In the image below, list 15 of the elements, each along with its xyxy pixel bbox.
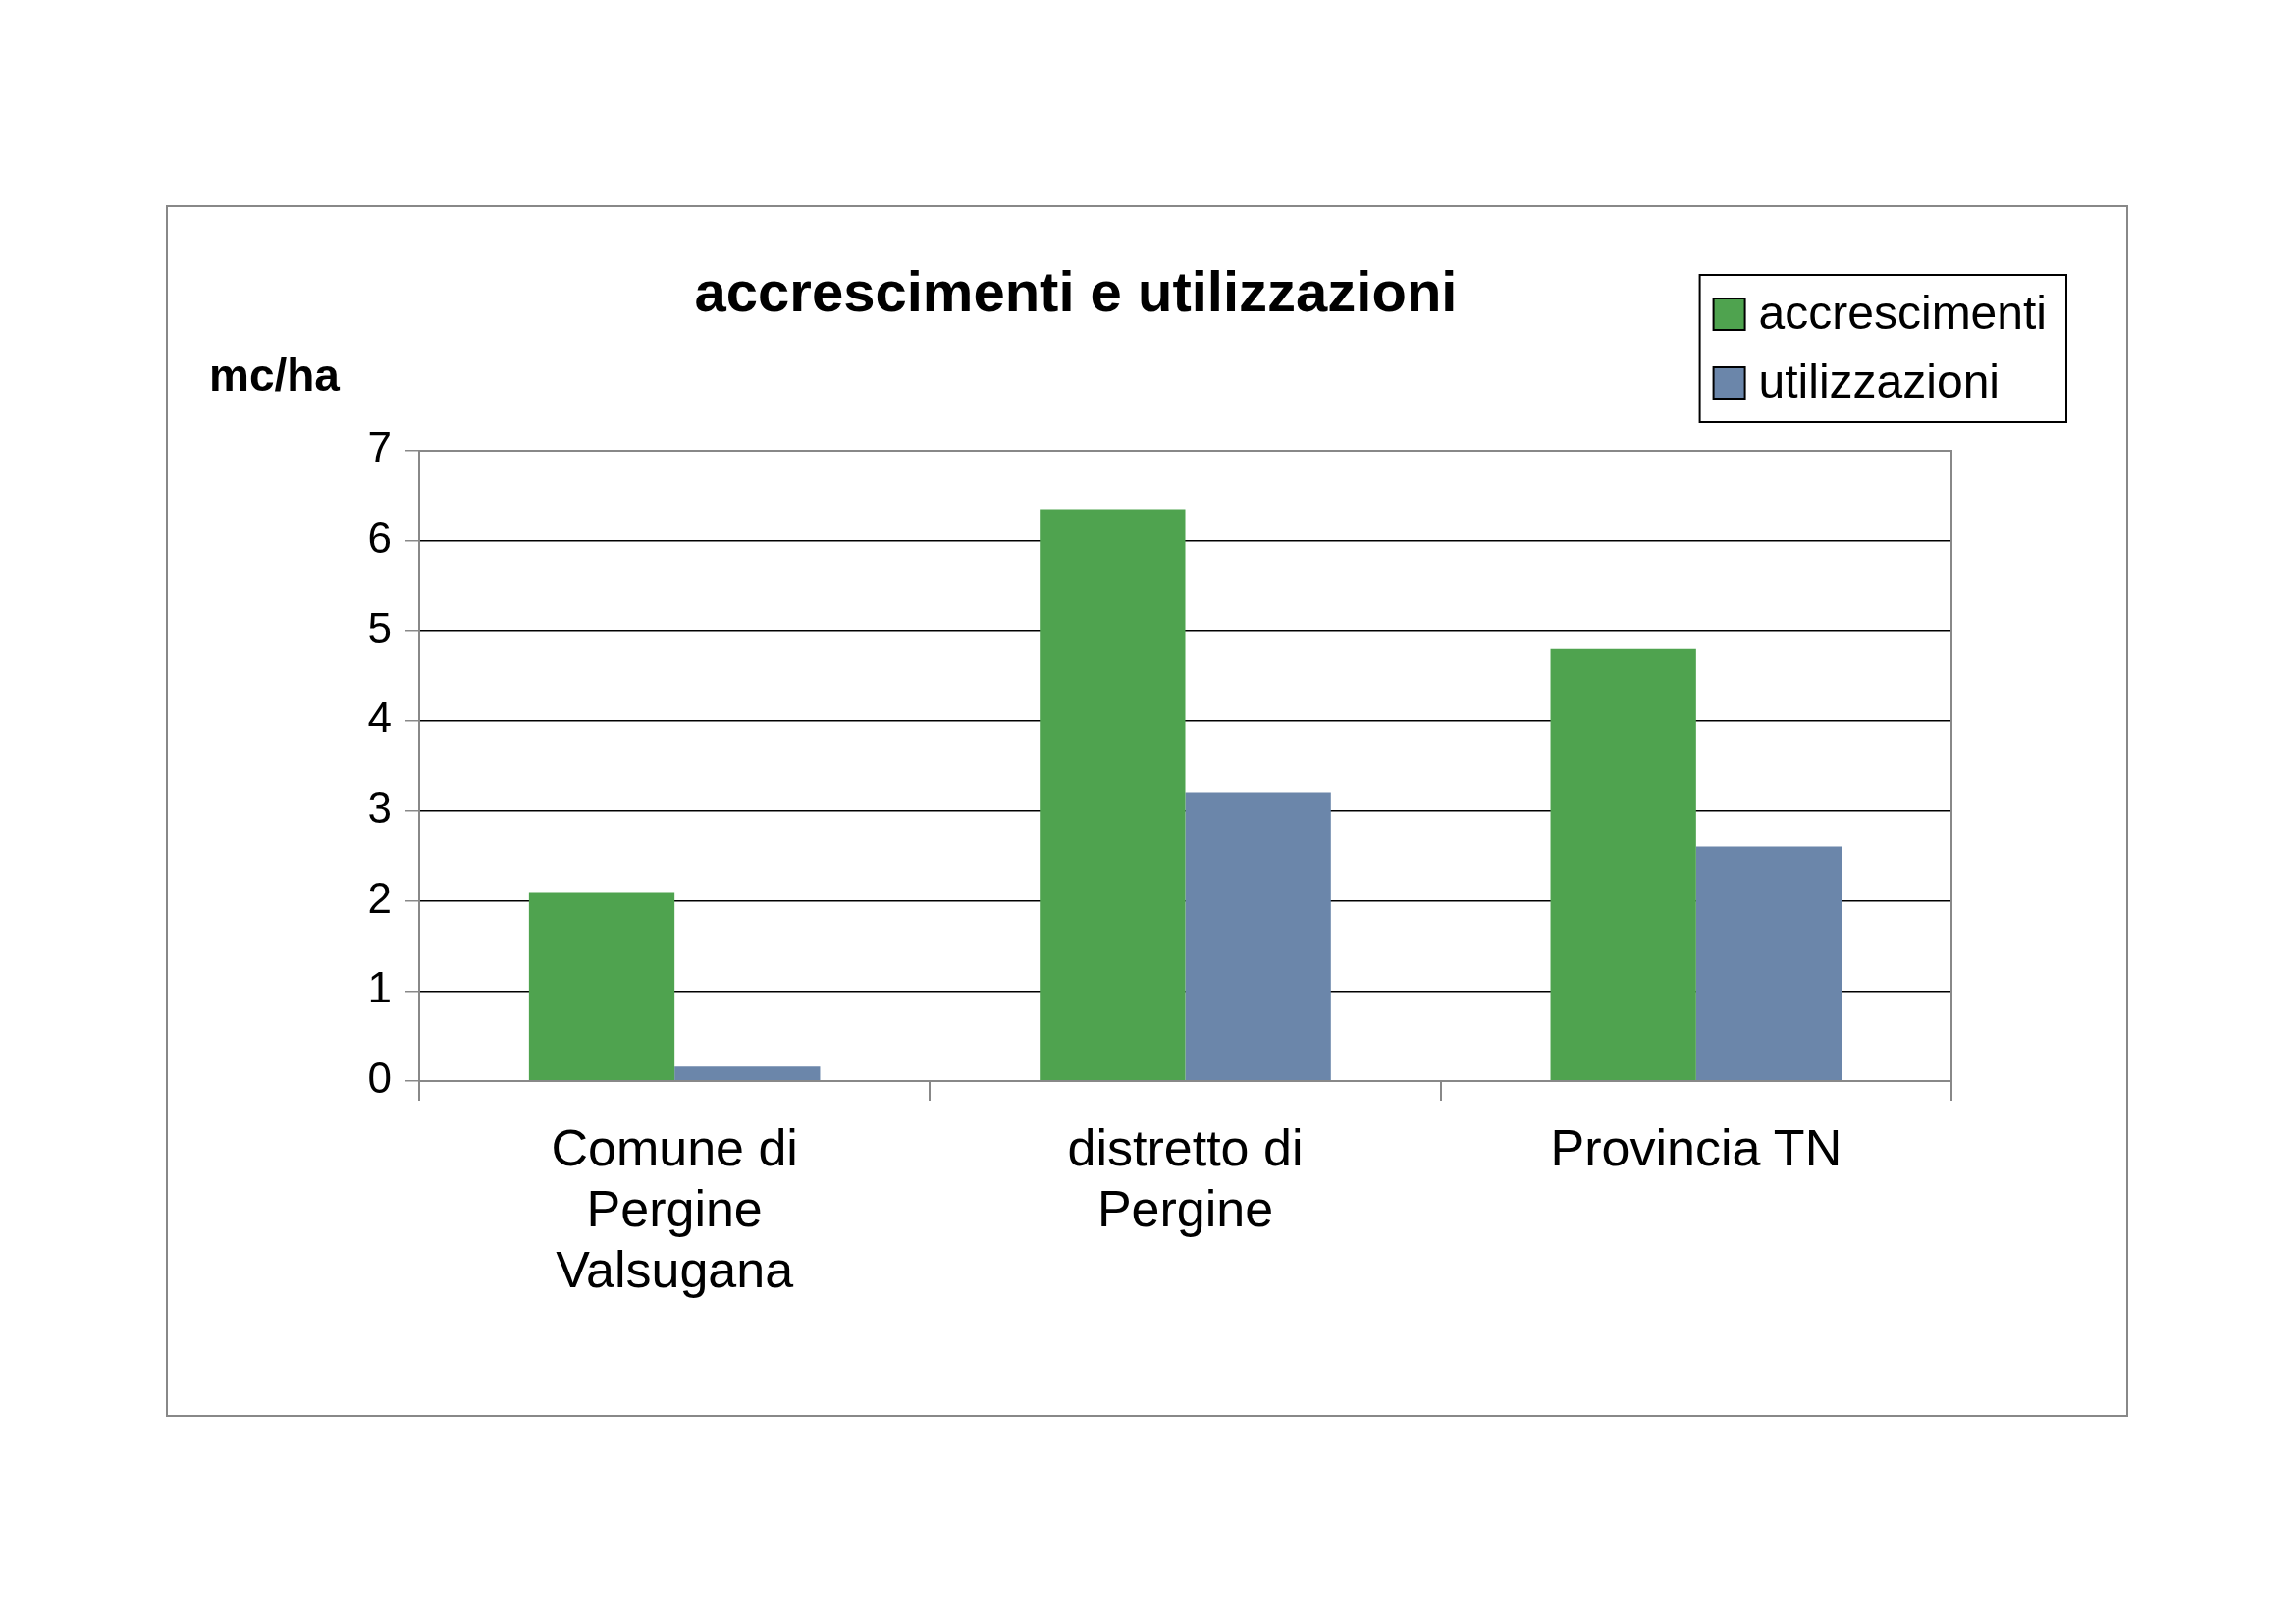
y-axis-title: mc/ha [209,349,341,401]
y-tick-label: 7 [367,423,392,472]
y-tick-label: 6 [367,513,392,562]
x-tick-label: distretto di Pergine [1067,1118,1304,1237]
x-tick-label: Provincia TN [1550,1118,1842,1176]
legend-label: accrescimenti [1758,287,2048,340]
legend-label: utilizzazioni [1758,355,2001,408]
y-tick-label: 4 [367,693,392,742]
y-tick-label: 2 [367,873,392,922]
chart-title: accrescimenti e utilizzazioni [694,259,1458,323]
y-tick-label: 5 [367,603,392,652]
y-tick-label: 1 [367,963,392,1012]
y-tick-label: 3 [367,784,392,832]
y-tick-label: 0 [367,1054,392,1103]
x-tick-label: Comune di Pergine Valsugana [551,1118,798,1299]
